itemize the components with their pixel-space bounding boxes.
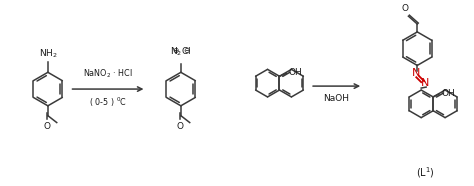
Text: NaNO$_2$ · HCl: NaNO$_2$ · HCl	[83, 68, 133, 80]
Text: N: N	[421, 78, 429, 88]
Text: O: O	[176, 122, 183, 131]
Text: $\ominus$: $\ominus$	[183, 46, 191, 55]
Text: OH: OH	[441, 89, 455, 97]
Text: OH: OH	[288, 68, 302, 77]
Text: $\oplus$: $\oplus$	[172, 46, 180, 55]
Text: O: O	[44, 122, 50, 131]
Text: NH$_2$: NH$_2$	[38, 48, 57, 60]
Text: N$_2$Cl: N$_2$Cl	[170, 45, 191, 57]
Text: N: N	[412, 68, 420, 78]
Text: (L$^1$): (L$^1$)	[416, 165, 435, 180]
Text: O: O	[402, 4, 409, 13]
Text: NaOH: NaOH	[324, 94, 350, 103]
Text: ( 0-5 ) $^0$C: ( 0-5 ) $^0$C	[89, 96, 127, 109]
